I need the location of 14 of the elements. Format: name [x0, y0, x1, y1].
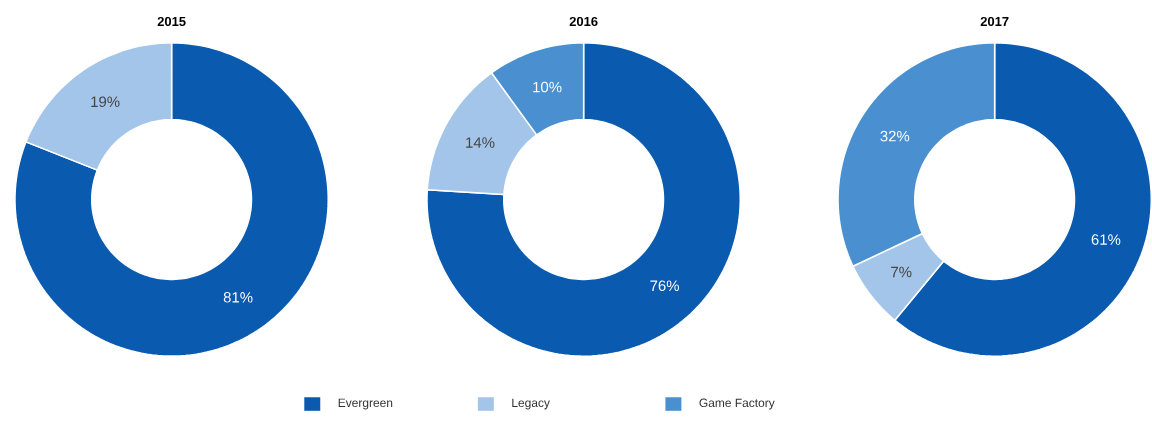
data-label: 32%	[880, 130, 910, 142]
data-label: 81%	[223, 292, 253, 303]
legend-label: Evergreen	[338, 398, 393, 410]
data-label: 19%	[91, 96, 120, 108]
chart-title: 2015	[157, 16, 186, 27]
legend-label: Game Factory	[699, 398, 775, 410]
legend-label: Legacy	[512, 398, 550, 410]
data-label: 7%	[891, 266, 912, 278]
data-label: 14%	[466, 137, 495, 148]
data-label: 10%	[533, 81, 562, 93]
data-label: 76%	[650, 280, 679, 292]
chart-title: 2016	[569, 16, 598, 27]
data-label: 61%	[1091, 234, 1121, 245]
chart-title: 2017	[980, 16, 1009, 27]
